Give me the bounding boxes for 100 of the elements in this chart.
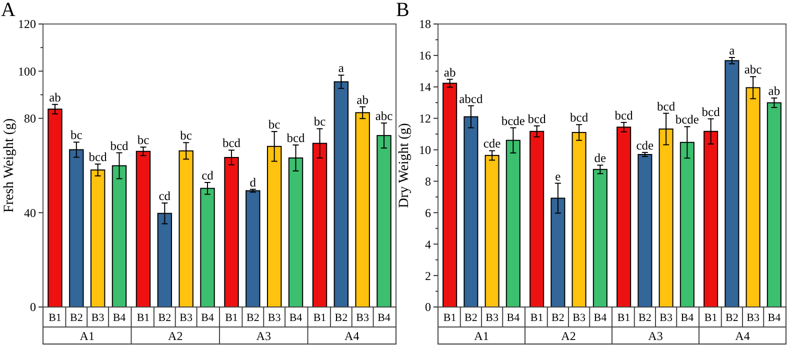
series-label: B3 <box>91 312 105 324</box>
y-tick-label: 14 <box>419 80 431 94</box>
y-axis-title: Dry Weight (g) <box>397 122 412 208</box>
data-label: a <box>338 61 344 76</box>
text: B4 <box>594 312 607 324</box>
y-tick-label: 80 <box>24 112 36 126</box>
text: B1 <box>225 312 238 324</box>
data-label: e <box>555 169 562 184</box>
data-label: bc <box>268 118 281 132</box>
y-tick-label: 18 <box>419 17 431 32</box>
bar <box>638 154 652 308</box>
text: B4 <box>768 312 781 324</box>
text: B1 <box>136 312 150 324</box>
data-label: ab <box>49 90 61 104</box>
data-label: bcd <box>110 138 130 153</box>
data-label: bcd <box>222 136 242 150</box>
bar <box>766 102 782 308</box>
bar <box>484 154 500 308</box>
data-label: cd <box>158 188 172 203</box>
series-label: B3 <box>486 312 499 324</box>
text: B1 <box>313 312 326 324</box>
y-tick-label: 4 <box>425 237 431 252</box>
text: B2 <box>334 312 348 324</box>
data-label: cde <box>636 138 654 152</box>
text: B2 <box>246 312 260 324</box>
data-label: abcd <box>459 92 484 106</box>
series-label: B1 <box>48 312 62 324</box>
data-label: bc <box>314 114 326 129</box>
x-tick-label: A4 <box>344 329 360 344</box>
data-label: bc <box>70 128 83 142</box>
y-tick-label: 8 <box>425 174 431 188</box>
x-tick-label: A4 <box>735 329 750 344</box>
bar <box>136 150 151 308</box>
data-label: bcde <box>675 112 700 127</box>
bar <box>724 60 740 308</box>
bar <box>530 130 544 308</box>
data-label: abc <box>375 109 394 124</box>
series-label: B2 <box>70 312 83 324</box>
y-axis-title: Fresh Weight (g) <box>2 118 17 213</box>
text: B3 <box>572 312 586 324</box>
data-label: bcd <box>657 99 676 114</box>
y-tick-label: 40 <box>24 206 36 220</box>
y-tick-label: 16 <box>419 48 431 63</box>
data-label: cd <box>202 168 214 182</box>
data-label: bcd <box>88 150 108 164</box>
bar <box>48 108 62 308</box>
text: B1 <box>530 312 544 324</box>
data-label: bcd <box>286 130 306 145</box>
text: B4 <box>201 312 214 324</box>
chart-title: A <box>1 0 16 21</box>
x-tick-label: A1 <box>474 329 489 344</box>
text: B2 <box>638 312 652 324</box>
text: B2 <box>552 312 564 324</box>
data-label: bcde <box>501 114 526 128</box>
series-label: B2 <box>464 312 478 324</box>
data-label: bc <box>180 128 192 143</box>
chart-title: B <box>396 0 410 21</box>
y-tick-label: 100 <box>18 64 36 78</box>
text: B2 <box>158 312 172 324</box>
data-label: ab <box>768 84 780 98</box>
text: B3 <box>268 312 281 324</box>
data-label: abc <box>744 62 762 77</box>
x-tick-label: A2 <box>168 329 183 344</box>
y-tick-label: 10 <box>419 142 431 157</box>
bar <box>592 168 608 308</box>
text: B2 <box>726 312 738 324</box>
text: B3 <box>660 312 672 324</box>
text: B4 <box>680 312 694 324</box>
data-label: bcd <box>702 104 721 119</box>
y-tick-label: 0 <box>30 300 36 314</box>
data-label: bcd <box>614 108 634 122</box>
data-label: de <box>594 151 607 166</box>
bar <box>442 82 458 308</box>
data-label: cde <box>483 136 502 151</box>
x-tick-label: A1 <box>80 329 94 344</box>
x-tick-label: A3 <box>648 329 663 344</box>
text: B4 <box>289 312 302 324</box>
data-label: bcd <box>570 110 589 125</box>
text: B1 <box>704 312 718 324</box>
y-tick-label: 2 <box>425 268 431 283</box>
y-tick-label: 120 <box>18 17 36 32</box>
bar <box>616 126 632 308</box>
data-label: ab <box>444 65 456 80</box>
series-label: B1 <box>443 312 456 324</box>
data-label: d <box>250 175 257 190</box>
data-label: bcd <box>528 112 547 126</box>
text: B4 <box>378 312 390 324</box>
text: B3 <box>180 312 193 324</box>
data-label: a <box>729 43 736 58</box>
text: B1 <box>617 312 630 324</box>
text: B3 <box>356 312 370 324</box>
data-label: ab <box>356 92 368 107</box>
x-tick-label: A3 <box>256 329 271 344</box>
data-label: bc <box>137 133 150 148</box>
series-label: B4 <box>506 312 520 324</box>
bar <box>246 190 260 308</box>
y-tick-label: 0 <box>425 300 431 314</box>
x-tick-label: A2 <box>561 329 576 344</box>
text: B3 <box>746 312 760 324</box>
y-tick-label: 6 <box>425 206 431 220</box>
